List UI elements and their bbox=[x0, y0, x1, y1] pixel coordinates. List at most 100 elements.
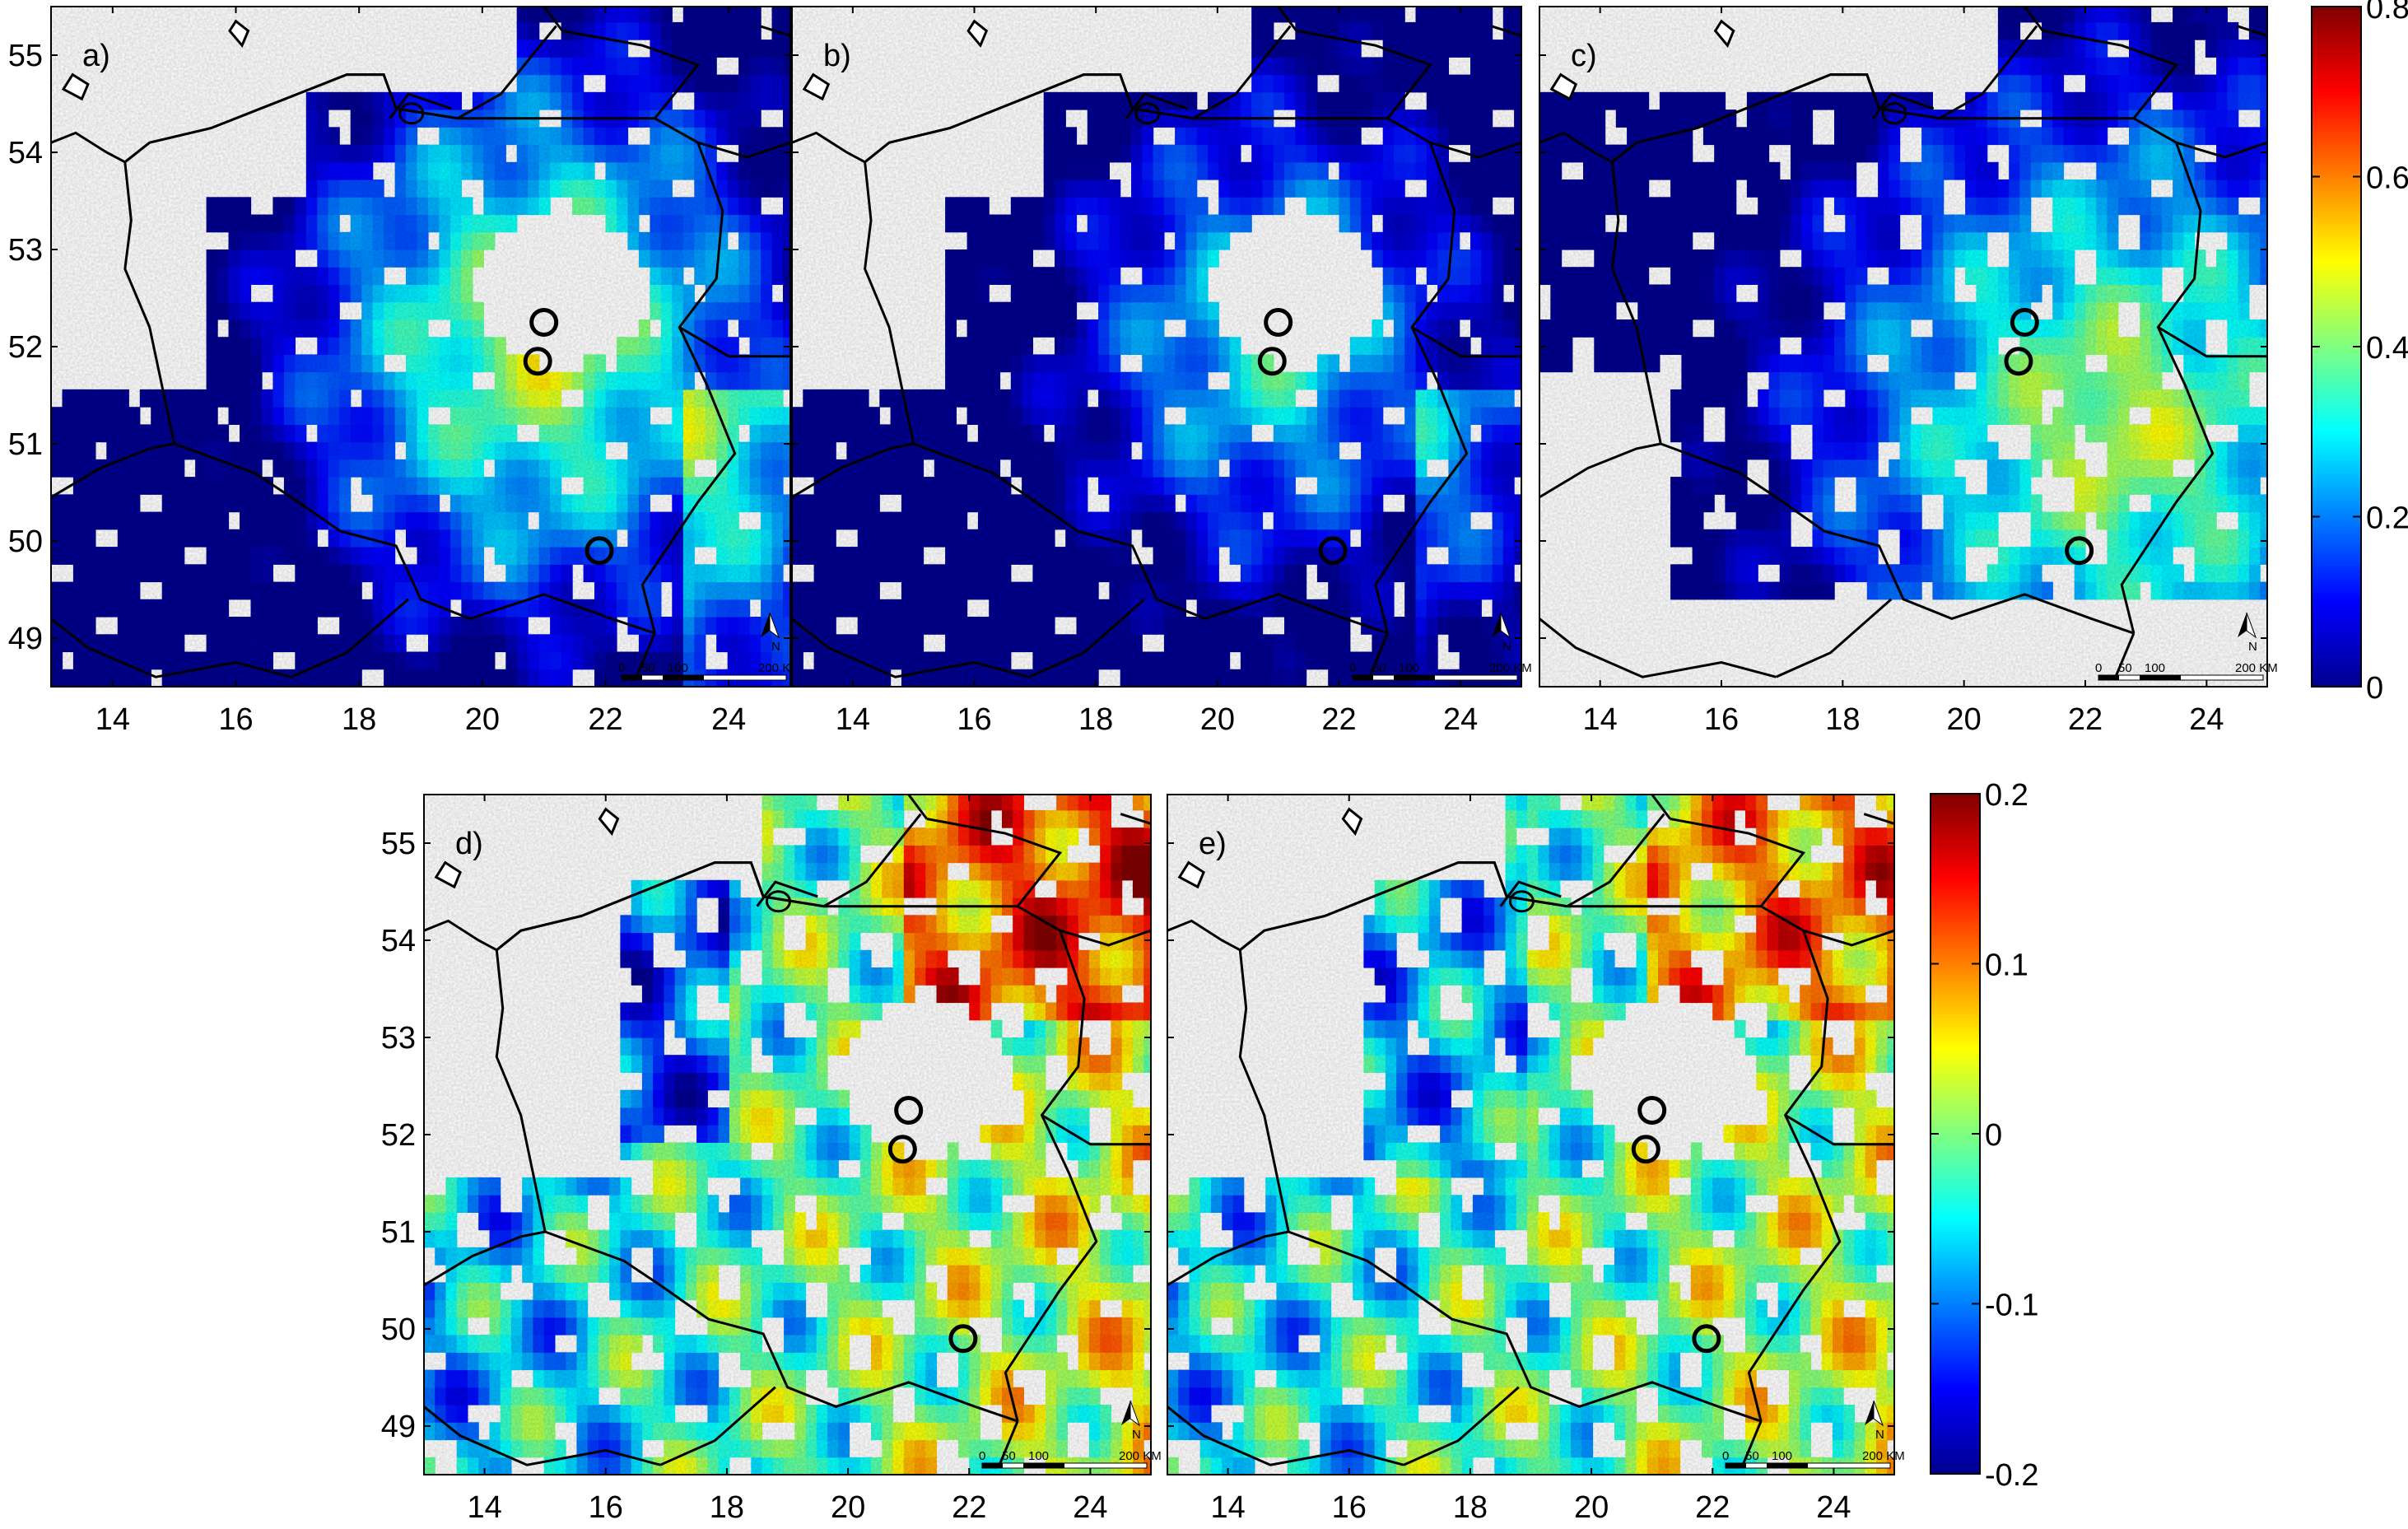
x-tick-label: 22 bbox=[952, 1490, 986, 1525]
colorbar-tick-label: 0.2 bbox=[2366, 501, 2408, 536]
x-tick-label: 20 bbox=[1200, 702, 1235, 737]
x-tick-label: 16 bbox=[957, 702, 991, 737]
x-tick-label: 18 bbox=[1453, 1490, 1488, 1525]
scale-bar-label: 0 bbox=[2095, 661, 2102, 675]
x-tick-label: 18 bbox=[1078, 702, 1113, 737]
heatmap-1 bbox=[792, 7, 1521, 687]
north-arrow-icon: N bbox=[1865, 1400, 1884, 1442]
x-tick-label: 14 bbox=[1583, 702, 1618, 737]
y-tick-label: 54 bbox=[8, 136, 43, 170]
y-tick-label: 51 bbox=[8, 427, 43, 462]
colorbar-tick-label: -0.2 bbox=[1985, 1458, 2038, 1493]
scale-bar-label: 100 bbox=[1772, 1449, 1792, 1463]
panel-label: a) bbox=[82, 39, 110, 73]
colorbar-tick-label: 0.2 bbox=[1985, 778, 2028, 813]
scale-bar-label: 200 KM bbox=[758, 661, 801, 675]
scale-bar-label: 100 bbox=[668, 661, 688, 675]
x-tick-label: 20 bbox=[831, 1490, 865, 1525]
scale-bar: 0 50 100 200 KM bbox=[2095, 661, 2278, 681]
colorbar-top: 0 0.2 0.4 0.6 0.8 bbox=[2311, 0, 2408, 706]
marker-circle bbox=[1637, 1096, 1667, 1125]
scale-bar: 0 50 100 200 KM bbox=[979, 1449, 1162, 1469]
x-tick-label: 24 bbox=[2189, 702, 2224, 737]
panel-label: d) bbox=[455, 827, 483, 861]
scale-bar-label: 0 bbox=[979, 1449, 985, 1463]
colorbar-tick-label: 0.6 bbox=[2366, 161, 2408, 196]
x-tick-label: 20 bbox=[1574, 1490, 1609, 1525]
north-label: N bbox=[2248, 640, 2257, 654]
y-tick-label: 53 bbox=[8, 233, 43, 268]
x-tick-label: 22 bbox=[1321, 702, 1356, 737]
marker-circle bbox=[585, 536, 614, 566]
heatmap-2 bbox=[1539, 7, 2267, 687]
x-tick-label: 24 bbox=[1816, 1490, 1851, 1525]
marker-circle bbox=[1257, 347, 1287, 376]
panel-label: b) bbox=[823, 39, 851, 73]
scale-bar: 0 50 100 200 KM bbox=[618, 661, 801, 681]
north-arrow-icon: N bbox=[761, 612, 780, 654]
marker-circle bbox=[887, 1135, 917, 1164]
x-tick-label: 18 bbox=[1825, 702, 1860, 737]
heatmap-0 bbox=[51, 7, 790, 687]
x-tick-label: 14 bbox=[836, 702, 870, 737]
north-label: N bbox=[1132, 1428, 1141, 1442]
scale-bar: 0 50 100 200 KM bbox=[1349, 661, 1532, 681]
marker-circle bbox=[1318, 536, 1348, 566]
borders-3 bbox=[424, 795, 1151, 1466]
scale-bar-label: 100 bbox=[1028, 1449, 1049, 1463]
north-arrow-icon: N bbox=[2238, 612, 2257, 654]
x-tick-label: 18 bbox=[710, 1490, 744, 1525]
x-tick-label: 14 bbox=[95, 702, 130, 737]
colorbar-tick-label: 0.8 bbox=[2366, 0, 2408, 26]
x-tick-label: 22 bbox=[2068, 702, 2103, 737]
colorbar-bottom: -0.2 -0.1 0 0.1 0.2 bbox=[1930, 778, 2038, 1493]
scale-bar-label: 50 bbox=[641, 661, 655, 675]
north-label: N bbox=[1875, 1428, 1884, 1442]
scale-bar-label: 200 KM bbox=[1489, 661, 1532, 675]
marker-circle bbox=[894, 1096, 924, 1125]
marker-circle bbox=[948, 1324, 978, 1354]
x-tick-label: 24 bbox=[1443, 702, 1478, 737]
y-tick-label: 50 bbox=[381, 1312, 416, 1347]
x-tick-label: 18 bbox=[342, 702, 376, 737]
x-tick-label: 16 bbox=[589, 1490, 623, 1525]
north-arrow-icon: N bbox=[1492, 612, 1511, 654]
scale-bar-label: 200 KM bbox=[1119, 1449, 1162, 1463]
marker-circle bbox=[1631, 1135, 1660, 1164]
y-tick-label: 49 bbox=[8, 622, 43, 656]
marker-circle bbox=[2065, 536, 2094, 566]
colorbar-tick-label: -0.1 bbox=[1985, 1289, 2038, 1323]
scale-bar-label: 50 bbox=[1002, 1449, 1016, 1463]
north-label: N bbox=[1502, 640, 1511, 654]
panel-c: c) 0 50 100 200 KM N 14 16 18 20 22 24 bbox=[1539, 6, 2278, 737]
y-tick-label: 53 bbox=[381, 1021, 416, 1056]
heatmap-3 bbox=[424, 795, 1151, 1475]
scale-bar-label: 200 KM bbox=[1862, 1449, 1905, 1463]
y-tick-label: 55 bbox=[381, 827, 416, 861]
borders-1 bbox=[792, 7, 1521, 678]
marker-circle bbox=[2010, 308, 2039, 337]
y-tick-label: 51 bbox=[381, 1215, 416, 1250]
colorbar-tick-label: 0.1 bbox=[1985, 949, 2028, 983]
y-tick-label: 52 bbox=[8, 330, 43, 365]
x-tick-label: 24 bbox=[711, 702, 746, 737]
y-tick-label: 49 bbox=[381, 1410, 416, 1444]
scale-bar-label: 50 bbox=[2118, 661, 2132, 675]
y-tick-label: 54 bbox=[381, 924, 416, 958]
y-tick-label: 55 bbox=[8, 39, 43, 73]
scale-bar-label: 0 bbox=[1722, 1449, 1729, 1463]
panel-e: e) 0 50 100 200 KM N 14 16 18 20 22 24 bbox=[1167, 794, 1905, 1525]
scale-bar-label: 50 bbox=[1372, 661, 1386, 675]
panel-a: a) 0 50 100 200 KM N 14 16 18 20 22 24 49 50 51 52 53 54 5… bbox=[8, 6, 801, 737]
x-tick-label: 20 bbox=[1947, 702, 1982, 737]
y-tick-label: 52 bbox=[381, 1118, 416, 1153]
north-label: N bbox=[771, 640, 780, 654]
north-arrow-icon: N bbox=[1121, 1400, 1141, 1442]
borders-2 bbox=[1539, 7, 2267, 678]
x-tick-label: 14 bbox=[467, 1490, 501, 1525]
marker-circle bbox=[529, 308, 559, 337]
heatmap-4 bbox=[1167, 795, 1894, 1475]
marker-circle bbox=[2004, 347, 2033, 376]
scale-bar-label: 0 bbox=[1349, 661, 1356, 675]
